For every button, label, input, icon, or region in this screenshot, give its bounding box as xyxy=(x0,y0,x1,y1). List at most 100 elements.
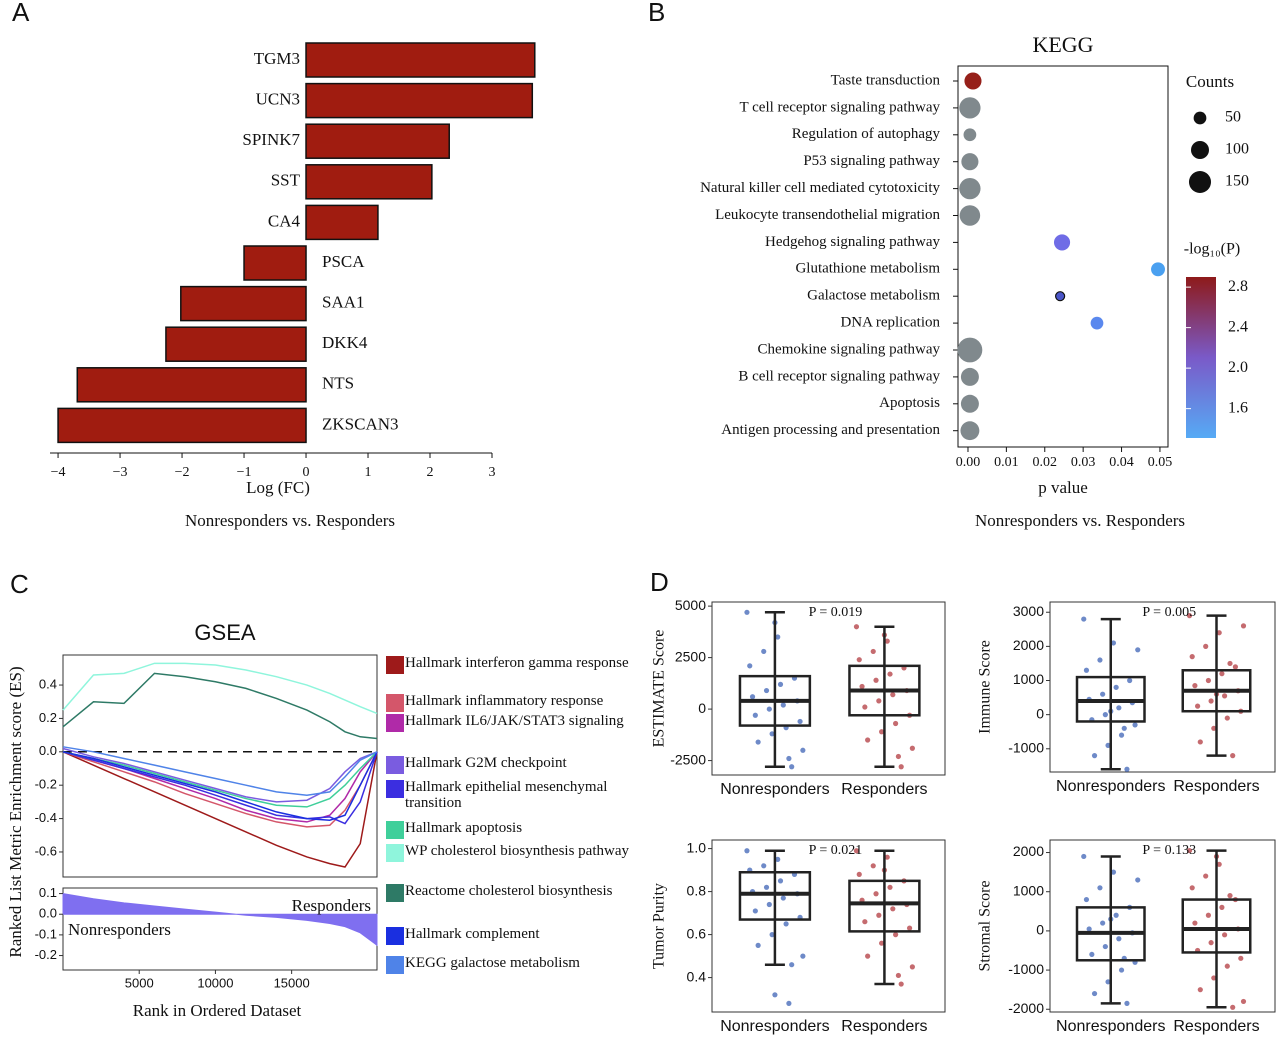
category-label: SPINK7 xyxy=(242,130,300,149)
bubble xyxy=(957,337,983,363)
point xyxy=(887,884,893,890)
category-label: Chemokine signaling pathway xyxy=(758,341,941,357)
point xyxy=(1224,963,1230,969)
size-legend-key xyxy=(1193,111,1207,125)
x-tick-label: 0.01 xyxy=(994,455,1019,470)
y-tick-label: -2500 xyxy=(670,751,706,767)
point xyxy=(752,712,758,718)
point xyxy=(761,863,767,869)
point xyxy=(749,694,756,700)
y-tick-label: -0.1 xyxy=(35,926,57,941)
bar xyxy=(57,407,307,444)
y-tick-label: 3000 xyxy=(1013,603,1044,619)
y-axis-label: Stromal Score xyxy=(977,880,994,971)
point xyxy=(1227,660,1233,667)
point xyxy=(1081,853,1087,860)
point xyxy=(1127,677,1133,684)
point xyxy=(870,863,876,869)
point xyxy=(777,878,784,884)
y-tick-label: 2000 xyxy=(1013,637,1044,653)
es-line xyxy=(62,672,378,740)
point xyxy=(1102,712,1108,718)
point xyxy=(1227,893,1233,899)
es-line xyxy=(62,751,378,868)
bubble xyxy=(959,205,981,226)
y-tick-label: 0 xyxy=(1036,705,1044,721)
category-label: Antigen processing and presentation xyxy=(721,422,940,438)
point xyxy=(1086,926,1092,932)
category-label: PSCA xyxy=(322,252,365,271)
point xyxy=(800,953,806,959)
plot-frame xyxy=(711,601,946,776)
point xyxy=(1113,684,1119,690)
point xyxy=(1135,877,1141,883)
panel-label: B xyxy=(648,0,665,27)
bar xyxy=(243,245,307,281)
y-tick-label: 5000 xyxy=(675,597,706,613)
category-label: Hedgehog signaling pathway xyxy=(765,234,940,250)
point xyxy=(1216,630,1222,636)
annotation: P = 0.021 xyxy=(809,843,863,858)
y-tick-label: 1000 xyxy=(1013,671,1044,687)
point xyxy=(1113,912,1119,918)
category-label: T cell receptor signaling pathway xyxy=(740,99,941,115)
point xyxy=(1208,940,1214,946)
colorbar-tick-label: 2.0 xyxy=(1228,359,1248,376)
x-tick-label: 0.02 xyxy=(1033,455,1058,470)
y-tick-label: 0.1 xyxy=(39,885,57,900)
point xyxy=(1203,643,1209,649)
point xyxy=(898,764,904,770)
y-axis-label: Tumor Purity xyxy=(651,883,668,969)
point xyxy=(1116,705,1122,711)
point xyxy=(1192,683,1198,689)
category-label: SST xyxy=(271,171,301,190)
x-tick-label: Responders xyxy=(1173,1018,1259,1035)
point xyxy=(1205,677,1211,684)
plot-frame xyxy=(957,65,1169,448)
box xyxy=(848,879,921,933)
category-label: DKK4 xyxy=(322,333,368,352)
category-label: B cell receptor signaling pathway xyxy=(738,368,940,384)
x-tick-label: −2 xyxy=(175,465,190,480)
size-legend-title: Counts xyxy=(1186,72,1234,91)
point xyxy=(1110,869,1117,875)
plot-frame xyxy=(711,839,946,1013)
point xyxy=(766,901,772,908)
y-tick-label: -0.2 xyxy=(35,947,57,962)
point xyxy=(1091,753,1098,759)
point xyxy=(876,912,882,918)
point xyxy=(772,992,778,998)
point xyxy=(1105,742,1111,748)
size-legend-label: 50 xyxy=(1225,109,1241,126)
x-tick-label: 0.05 xyxy=(1148,455,1173,470)
point xyxy=(775,856,781,862)
point xyxy=(1197,987,1203,993)
point xyxy=(1121,725,1127,731)
point xyxy=(879,729,885,735)
es-line xyxy=(62,751,378,828)
point xyxy=(1189,654,1195,660)
size-legend-key xyxy=(1188,170,1212,194)
colorbar-title: -log₁₀(P) xyxy=(1184,241,1240,258)
point xyxy=(763,687,770,694)
point xyxy=(1089,951,1095,958)
point xyxy=(1219,671,1225,677)
point xyxy=(873,891,879,897)
category-label: NTS xyxy=(322,374,354,393)
point xyxy=(1105,979,1111,985)
y-axis-label: Immune Score xyxy=(977,640,994,734)
point xyxy=(1097,657,1103,663)
point xyxy=(797,718,803,725)
point xyxy=(755,739,761,745)
y-tick-label: 0.4 xyxy=(687,968,707,984)
point xyxy=(1097,885,1103,891)
point xyxy=(890,906,896,912)
bubble xyxy=(959,97,981,119)
x-tick-label: Responders xyxy=(1173,778,1259,795)
point xyxy=(786,755,792,762)
point xyxy=(1132,722,1138,728)
point xyxy=(893,720,899,727)
bar xyxy=(165,326,307,362)
point xyxy=(1232,664,1238,670)
point xyxy=(1116,936,1122,942)
